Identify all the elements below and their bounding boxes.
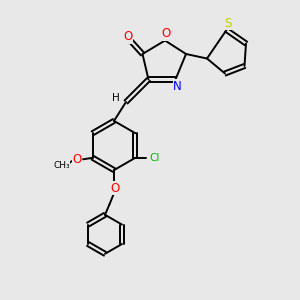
Text: Cl: Cl [149,153,159,163]
Text: O: O [161,27,170,40]
Text: O: O [110,182,119,195]
Text: O: O [124,30,133,43]
Text: N: N [173,80,182,93]
Text: CH₃: CH₃ [53,161,70,170]
Text: O: O [72,153,81,166]
Text: H: H [112,93,119,103]
Text: S: S [224,17,232,30]
